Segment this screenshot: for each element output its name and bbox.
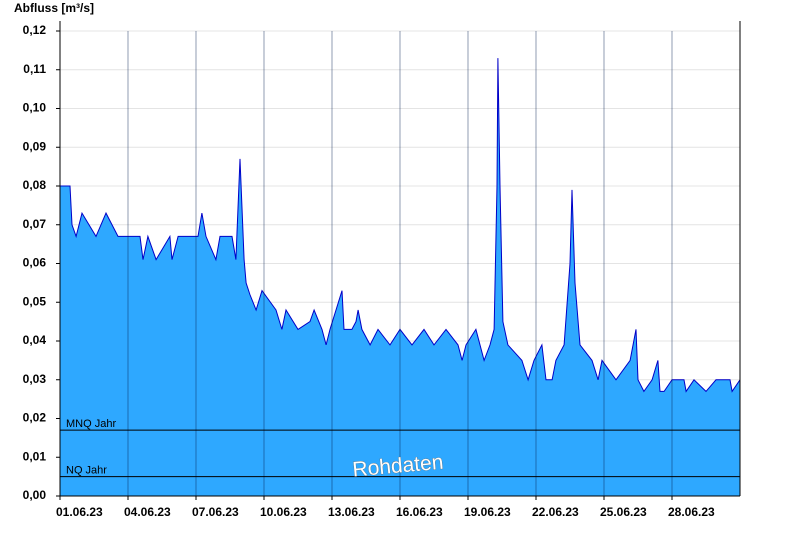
y-tick-label: 0,11	[23, 62, 46, 76]
area	[60, 58, 740, 496]
x-tick-label: 16.06.23	[396, 505, 443, 519]
reference-label: NQ Jahr	[66, 465, 107, 477]
y-tick-label: 0,09	[23, 139, 47, 153]
y-tick-label: 0,10	[23, 101, 47, 115]
y-tick-label: 0,07	[23, 217, 47, 231]
x-tick-label: 19.06.23	[464, 505, 511, 519]
y-tick-label: 0,04	[23, 333, 47, 347]
y-tick-label: 0,06	[23, 256, 47, 270]
line	[60, 58, 741, 393]
x-tick-label: 04.06.23	[124, 505, 171, 519]
x-tick-label: 13.06.23	[328, 505, 375, 519]
y-tick-label: 0,12	[23, 23, 47, 37]
x-tick-label: 07.06.23	[192, 505, 239, 519]
y-axis-label: Abfluss [m³/s]	[14, 1, 94, 15]
x-tick-label: 22.06.23	[532, 505, 579, 519]
x-tick-label: 25.06.23	[600, 505, 647, 519]
y-tick-label: 0,05	[23, 294, 47, 308]
y-tick-label: 0,02	[23, 411, 47, 425]
y-tick-label: 0,01	[23, 449, 47, 463]
x-tick-label: 10.06.23	[260, 505, 307, 519]
y-tick-label: 0,00	[23, 488, 47, 502]
reference-label: MNQ Jahr	[66, 418, 116, 430]
x-tick-label: 01.06.23	[56, 505, 103, 519]
y-tick-label: 0,03	[23, 372, 47, 386]
x-tick-label: 28.06.23	[668, 505, 715, 519]
y-tick-label: 0,08	[23, 178, 47, 192]
